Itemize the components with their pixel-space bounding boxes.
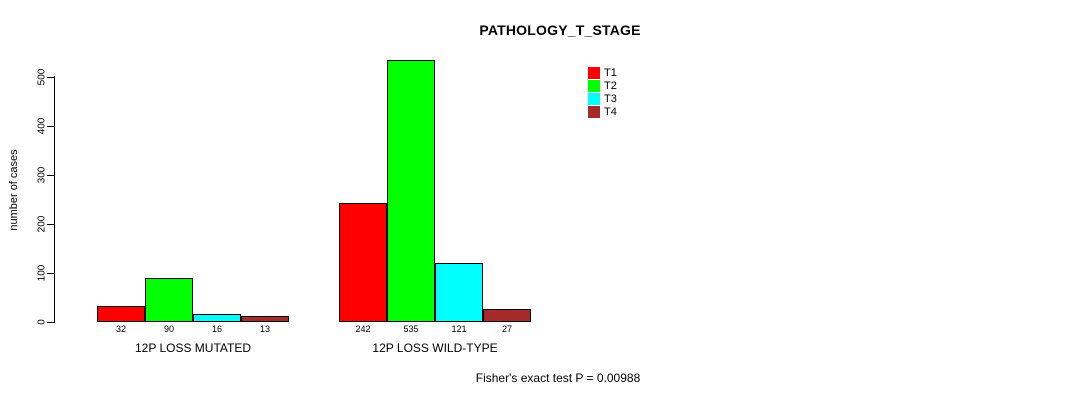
bar-value-label-t2-12p-loss-mutated: 90 <box>163 324 175 334</box>
bar-t3-12p-loss-mutated <box>193 314 241 322</box>
legend-label-t4: T4 <box>604 105 617 118</box>
y-tick-label-300: 300 <box>36 166 48 184</box>
bar-value-label-t4-12p-loss-wild-type: 27 <box>501 324 513 334</box>
y-tick-100 <box>47 273 54 274</box>
legend-swatch-t1 <box>588 66 600 79</box>
bar-value-label-t2-12p-loss-wild-type: 535 <box>403 324 419 334</box>
bar-value-label-t1-12p-loss-mutated: 32 <box>115 324 127 334</box>
legend-label-t3: T3 <box>604 92 617 105</box>
y-tick-label-400: 400 <box>36 117 48 135</box>
legend-swatch-t2 <box>588 79 600 92</box>
bar-t2-12p-loss-mutated <box>145 278 193 322</box>
y-axis-line <box>54 76 55 323</box>
legend-item-t2: T2 <box>588 79 617 92</box>
y-tick-300 <box>47 175 54 176</box>
bar-t3-12p-loss-wild-type <box>435 263 483 322</box>
y-tick-200 <box>47 224 54 225</box>
y-tick-label-500: 500 <box>36 68 48 86</box>
legend-label-t1: T1 <box>604 66 617 79</box>
legend-item-t1: T1 <box>588 66 617 79</box>
y-axis-label: number of cases <box>8 149 20 231</box>
bar-t2-12p-loss-wild-type <box>387 60 435 322</box>
bar-t4-12p-loss-mutated <box>241 316 289 322</box>
bar-t1-12p-loss-mutated <box>97 306 145 322</box>
legend-swatch-t3 <box>588 92 600 105</box>
bar-value-label-t3-12p-loss-wild-type: 121 <box>451 324 467 334</box>
legend-swatch-t4 <box>588 105 600 118</box>
chart-title: PATHOLOGY_T_STAGE <box>479 22 641 38</box>
legend-item-t4: T4 <box>588 105 617 118</box>
x-category-label-12p-loss-wild-type: 12P LOSS WILD-TYPE <box>372 341 498 355</box>
legend: T1 T2 T3 T4 <box>588 66 617 118</box>
y-tick-500 <box>47 77 54 78</box>
y-tick-label-200: 200 <box>36 215 48 233</box>
y-tick-label-100: 100 <box>36 264 48 282</box>
legend-item-t3: T3 <box>588 92 617 105</box>
y-tick-400 <box>47 126 54 127</box>
bar-value-label-t4-12p-loss-mutated: 13 <box>259 324 271 334</box>
bar-value-label-t3-12p-loss-mutated: 16 <box>211 324 223 334</box>
stat-annotation: Fisher's exact test P = 0.00988 <box>475 371 641 385</box>
legend-label-t2: T2 <box>604 79 617 92</box>
bar-t1-12p-loss-wild-type <box>339 203 387 322</box>
y-tick-0 <box>47 322 54 323</box>
bar-t4-12p-loss-wild-type <box>483 309 531 322</box>
y-tick-label-0: 0 <box>36 319 48 325</box>
bar-value-label-t1-12p-loss-wild-type: 242 <box>355 324 371 334</box>
x-category-label-12p-loss-mutated: 12P LOSS MUTATED <box>134 341 252 355</box>
